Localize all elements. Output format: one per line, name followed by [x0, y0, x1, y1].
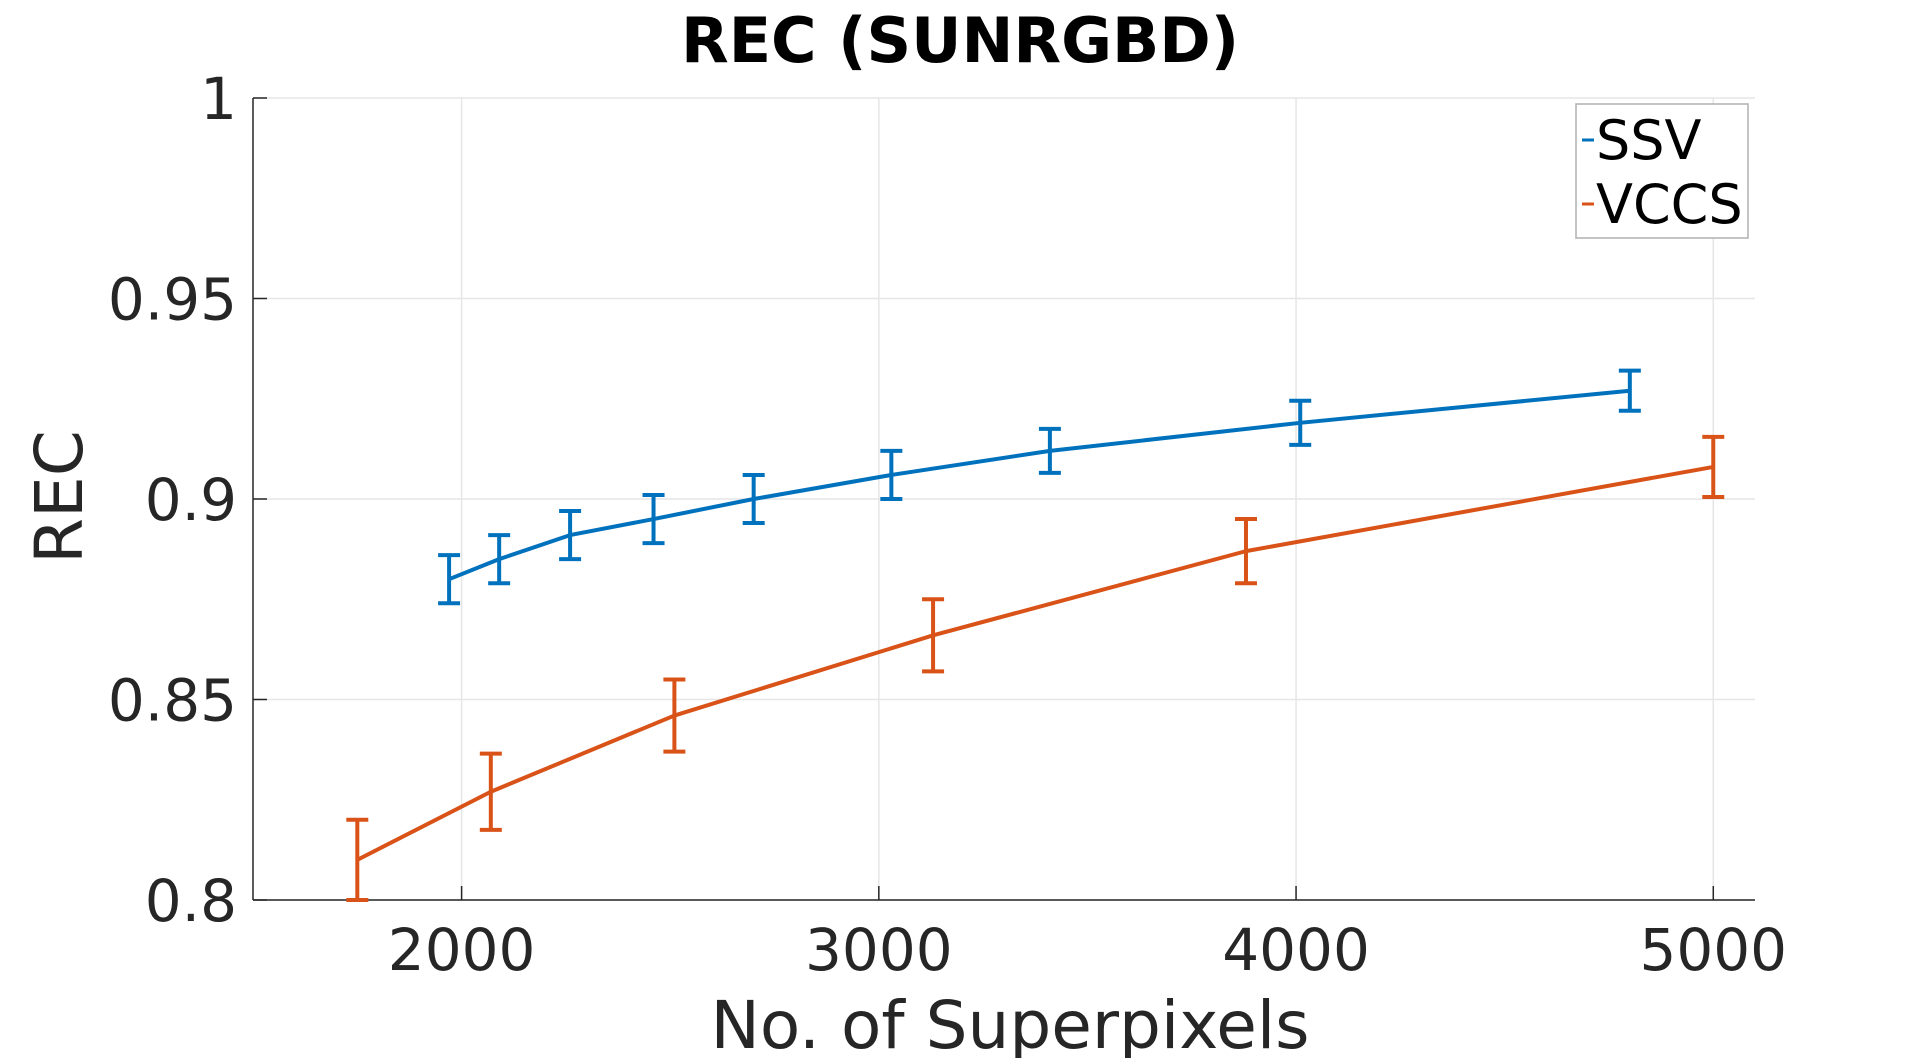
data-point	[1629, 390, 1631, 392]
x-tick-label: 2000	[388, 916, 536, 984]
y-axis-label: REC	[21, 430, 98, 564]
data-point	[1712, 466, 1714, 468]
error-bar	[1618, 368, 1641, 413]
data-point	[498, 558, 500, 560]
series-vccs	[346, 434, 1725, 902]
x-axis-label: No. of Superpixels	[710, 987, 1309, 1058]
data-point	[653, 518, 655, 520]
error-bar	[922, 597, 945, 674]
data-point	[1299, 422, 1301, 424]
x-tick-label: 3000	[805, 916, 953, 984]
series-line	[356, 464, 1714, 862]
error-bar	[663, 677, 686, 754]
error-bar	[642, 492, 665, 546]
error-bar	[488, 533, 511, 586]
legend-box	[1575, 103, 1749, 239]
y-tick-label: 0.85	[108, 667, 237, 735]
y-tick-label: 0.8	[145, 867, 237, 935]
data-point	[753, 498, 755, 500]
legend-label-vccs: VCCS	[1596, 173, 1743, 236]
data-point	[932, 634, 934, 636]
error-bar	[438, 553, 461, 606]
data-point	[569, 534, 571, 536]
y-tick-label: 0.9	[145, 466, 237, 534]
error-bar	[880, 448, 903, 501]
error-bar	[346, 817, 369, 902]
x-tick-label: 5000	[1639, 916, 1787, 984]
legend-label-ssv: SSV	[1596, 109, 1702, 172]
data-point	[890, 474, 892, 476]
data-point	[673, 715, 675, 717]
error-bar	[1234, 517, 1257, 586]
error-bar	[1038, 426, 1061, 475]
error-bar	[1702, 434, 1725, 499]
error-bar	[479, 751, 502, 832]
data-point	[490, 791, 492, 793]
y-tick-label: 0.95	[108, 266, 237, 334]
data-point	[1245, 550, 1247, 552]
chart-title: REC (SUNRGBD)	[680, 4, 1240, 77]
series-ssv	[438, 368, 1641, 606]
x-tick-label: 4000	[1222, 916, 1370, 984]
error-bar	[559, 509, 582, 562]
y-tick-label: 1	[200, 65, 237, 133]
data-point	[448, 578, 450, 580]
data-point	[1049, 450, 1051, 452]
error-bar	[742, 472, 765, 526]
error-bar	[1289, 398, 1312, 447]
data-point	[356, 859, 358, 861]
